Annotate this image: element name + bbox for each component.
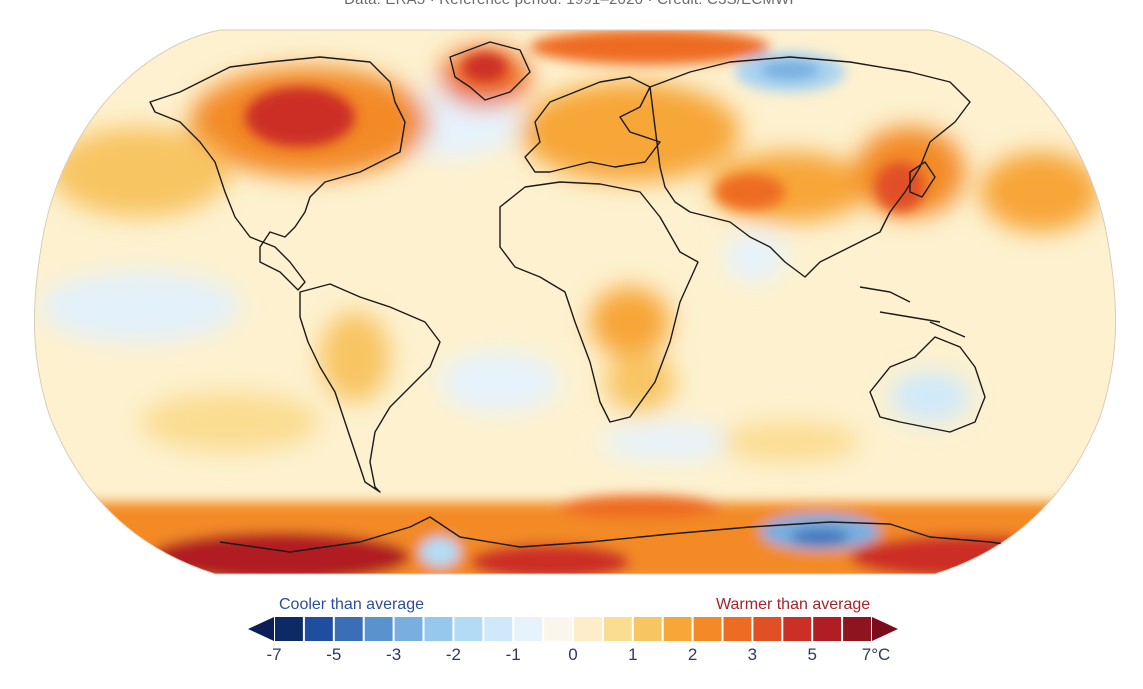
colorbar-tick-label: 7°C xyxy=(861,645,891,664)
colorbar-tick-label: 2 xyxy=(687,645,698,664)
coastline-antarctica xyxy=(219,516,1061,553)
colorbar-band xyxy=(275,617,303,641)
colorbar-tick-label: -2 xyxy=(445,645,461,664)
anomaly-arctic-warm xyxy=(530,30,770,65)
anomaly-south-atlantic-cool xyxy=(440,352,560,412)
anomaly-india-cool xyxy=(725,232,785,282)
colorbar-band xyxy=(394,617,423,641)
colorbar-band xyxy=(514,617,543,641)
colorbar-band xyxy=(753,617,782,641)
anomaly-pacific-cool xyxy=(40,272,240,342)
anomaly-japan-warm xyxy=(875,162,925,212)
world-map xyxy=(30,22,1120,582)
color-scale-ticks: -7 -5 -3 -2 -1 0 1 2 3 5 7°C xyxy=(0,645,1143,667)
colorbar-tick-label: -1 xyxy=(505,645,521,664)
colorbar-band xyxy=(304,617,333,641)
anomaly-canada-core xyxy=(245,87,355,147)
anomaly-ross-cool-core xyxy=(790,529,850,545)
anomaly-tibet-warm xyxy=(715,174,785,210)
anomaly-north-pacific-warm xyxy=(50,127,230,217)
coastline-africa xyxy=(499,181,699,423)
anomaly-southern-ocean-cool xyxy=(600,424,740,460)
coastline-south-america xyxy=(299,283,441,493)
anomaly-central-africa-warm xyxy=(590,287,670,357)
colorbar-band xyxy=(783,617,812,641)
colorbar-band xyxy=(663,617,692,641)
colorbar-band xyxy=(574,617,602,641)
colorbar-band xyxy=(693,617,722,641)
anomaly-north-pacific-east-warm xyxy=(980,152,1100,232)
colorbar-band xyxy=(633,617,662,641)
coastline-islands xyxy=(859,286,966,338)
colorbar-band xyxy=(334,617,363,641)
colorbar-band xyxy=(454,617,483,641)
colorbar-band xyxy=(843,617,871,641)
coastline-europe xyxy=(524,76,661,173)
colorbar-band xyxy=(603,617,632,641)
anomaly-australia-cool xyxy=(890,372,970,422)
anomaly-drake-cool xyxy=(420,537,460,567)
anomaly-greenland-core xyxy=(463,53,507,81)
coastline-japan xyxy=(909,161,936,198)
anomaly-southern-indian-warm xyxy=(720,422,860,462)
colorbar-band xyxy=(723,617,752,641)
colorbar-tick-label: 1 xyxy=(628,645,638,664)
colorbar-band xyxy=(544,617,572,641)
anomaly-siberia-cool-core xyxy=(760,60,820,80)
colorbar-band xyxy=(484,617,513,641)
colorbar-tick-label: -5 xyxy=(326,645,342,664)
colorbar-band xyxy=(364,617,393,641)
colorbar-tick-label: 0 xyxy=(568,645,578,664)
anomaly-east-antarctica-hot xyxy=(850,535,1090,574)
colorbar-tick-label: 3 xyxy=(747,645,758,664)
colorbar-tick-label: -7 xyxy=(266,645,282,664)
coastline-asia xyxy=(649,56,971,278)
colorbar-arrow-high xyxy=(872,617,898,641)
colorbar-tick-label: 5 xyxy=(807,645,817,664)
color-scale-bar xyxy=(248,617,898,641)
colorbar-band xyxy=(813,617,842,641)
coastline-north-america xyxy=(149,56,406,291)
colorbar-arrow-low xyxy=(248,617,274,641)
data-credit: Data: ERA5 · Reference period: 1991–2020… xyxy=(0,0,1143,8)
globe-outline xyxy=(33,29,1117,575)
anomaly-south-america-warm xyxy=(320,312,390,402)
coastline-australia xyxy=(869,336,986,433)
colorbar-band xyxy=(424,617,453,641)
legend-cool-label: Cooler than average xyxy=(279,596,424,613)
coastline-greenland xyxy=(449,41,531,101)
anomaly-south-pacific-warm xyxy=(140,392,320,452)
anomaly-weddell-hot xyxy=(470,544,630,574)
anomaly-southern-ocean-warm xyxy=(560,495,720,519)
colorbar-tick-label: -3 xyxy=(386,645,402,664)
legend-warm-label: Warmer than average xyxy=(716,596,871,613)
anomaly-southern-africa-warm xyxy=(605,352,675,412)
